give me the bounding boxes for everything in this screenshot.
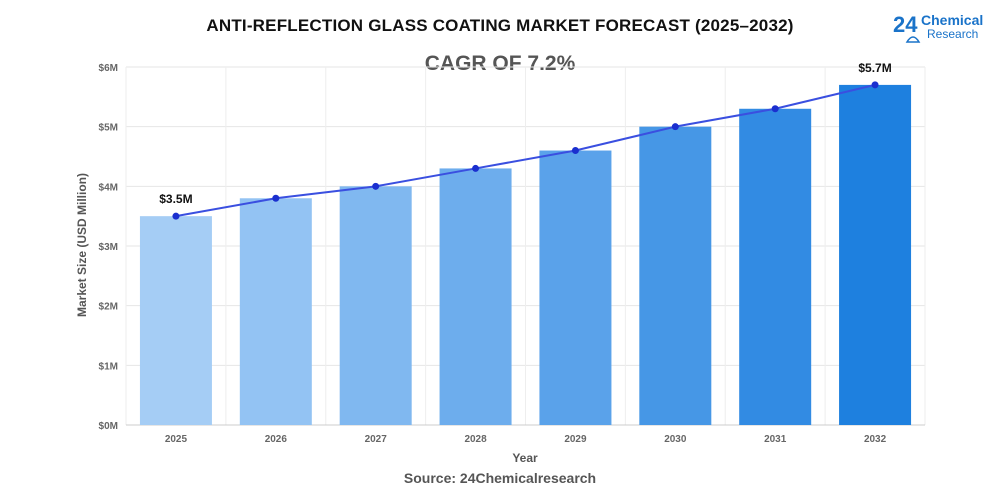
- trend-point-2031: [771, 105, 779, 113]
- x-tick-label: 2027: [365, 434, 388, 445]
- bar-2027: [339, 186, 412, 425]
- x-axis-label: Year: [512, 451, 538, 465]
- y-tick-label: $2M: [99, 302, 118, 313]
- bar-layer: [139, 84, 912, 426]
- x-tick-label: 2028: [464, 434, 487, 445]
- x-tick-label: 2031: [764, 434, 787, 445]
- bar-2032: [839, 84, 912, 426]
- y-tick-label: $5M: [99, 123, 118, 134]
- x-tick-label: 2025: [165, 434, 188, 445]
- bar-2031: [739, 108, 812, 426]
- chart-title: ANTI-REFLECTION GLASS COATING MARKET FOR…: [206, 16, 794, 35]
- x-tick-label: 2026: [265, 434, 288, 445]
- bar-2026: [239, 198, 312, 425]
- trend-point-2028: [472, 164, 480, 172]
- trend-line: [175, 83, 876, 218]
- data-label-2025: $3.5M: [159, 192, 192, 206]
- x-tick-label: 2030: [664, 434, 687, 445]
- logo-number: 24: [893, 12, 918, 37]
- bar-2028: [439, 168, 512, 425]
- bar-2030: [639, 126, 712, 426]
- source-note: Source: 24Chemicalresearch: [403, 470, 597, 486]
- y-tick-label: $0M: [99, 421, 118, 432]
- x-tick-label: 2029: [564, 434, 587, 445]
- y-tick-label: $4M: [99, 182, 118, 193]
- trend-point-2027: [372, 182, 380, 190]
- logo-text-research: Research: [927, 27, 979, 41]
- bar-2029: [539, 150, 612, 426]
- label-layer: 2025 2026 2027 2028 2029 2030 2031 2032 $3.5M $5.…: [159, 61, 891, 445]
- y-tick-label: $1M: [99, 361, 118, 372]
- trend-point-2029: [571, 147, 579, 155]
- y-tick-label: $6M: [99, 63, 118, 74]
- data-label-2032: $5.7M: [858, 61, 891, 75]
- brand-logo: 24 Chemical Research: [893, 10, 993, 43]
- trend-point-2025: [172, 212, 180, 220]
- trend-point-2030: [671, 123, 679, 131]
- x-tick-label: 2032: [864, 434, 887, 445]
- trend-point-2026: [272, 194, 280, 202]
- trend-point-2032: [871, 81, 879, 89]
- cagr-annotation: CAGR OF 7.2%: [424, 52, 576, 75]
- y-axis-label: Market Size (USD Million): [75, 173, 89, 317]
- logo-text-chemical: Chemical: [921, 12, 984, 28]
- bar-2025: [139, 216, 212, 425]
- y-tick-label: $3M: [99, 242, 118, 253]
- trend-line-layer: [172, 81, 879, 220]
- flask-icon: [905, 36, 921, 43]
